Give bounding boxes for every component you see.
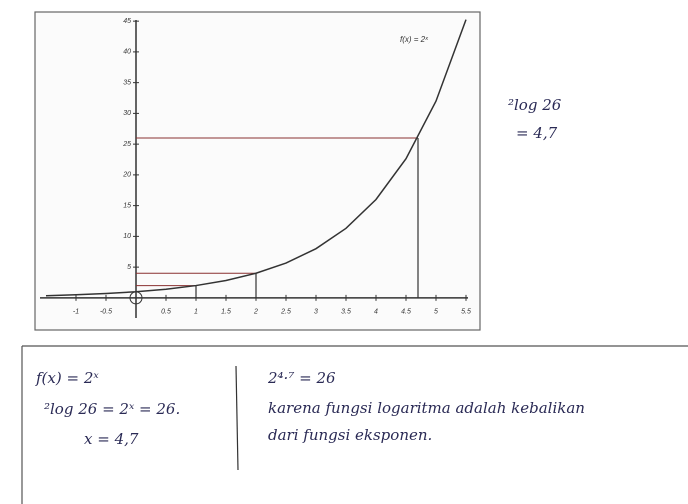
- x-tick-label: 2: [253, 309, 258, 316]
- y-tick-label: 10: [123, 233, 131, 240]
- y-tick-label: 25: [122, 141, 131, 148]
- x-tick-label: 3: [314, 309, 318, 316]
- side-note: = 4,7: [516, 124, 558, 142]
- y-tick-label: 15: [123, 202, 131, 209]
- chart-frame: [34, 11, 481, 331]
- x-tick-label: 4: [374, 309, 378, 316]
- y-tick-label: 45: [123, 18, 131, 25]
- chart-title: f(x) = 2ˣ: [400, 35, 429, 44]
- side-note: ²log 26: [508, 96, 562, 114]
- y-tick-label: 20: [122, 172, 131, 179]
- x-tick-label: 0.5: [161, 309, 171, 316]
- divider: [235, 365, 239, 471]
- y-tick-label: 30: [123, 110, 131, 117]
- note: 2⁴·⁷ = 26: [267, 369, 336, 387]
- x-tick-label: 2.5: [280, 309, 291, 316]
- note: ²log 26 = 2ˣ = 26.: [44, 400, 180, 418]
- note: karena fungsi logaritma adalah kebalikan: [268, 399, 585, 417]
- y-tick-label: 35: [123, 79, 131, 86]
- x-tick-label: 1: [194, 309, 198, 316]
- x-tick-label: 4.5: [401, 309, 411, 316]
- x-tick-label: 3.5: [341, 309, 351, 316]
- y-tick-label: 40: [123, 49, 131, 56]
- y-tick-label: 5: [127, 264, 131, 271]
- x-tick-label: -1: [73, 309, 79, 316]
- note: dari fungsi eksponen.: [268, 426, 432, 444]
- x-tick-label: 5.5: [461, 309, 471, 316]
- x-tick-label: 5: [434, 309, 438, 316]
- x-tick-label: 1.5: [221, 309, 231, 316]
- curve: [45, 19, 467, 297]
- note: x = 4,7: [84, 430, 139, 448]
- note: f(x) = 2ˣ: [35, 369, 99, 387]
- x-tick-label: -0.5: [100, 309, 112, 316]
